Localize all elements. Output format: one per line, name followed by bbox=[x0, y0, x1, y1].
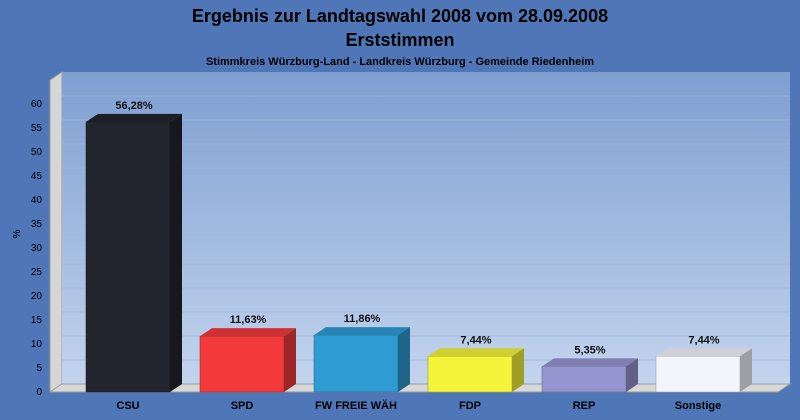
y-tick-label: 45 bbox=[31, 171, 43, 182]
x-tick-label: REP bbox=[573, 400, 596, 412]
y-tick-label: 5 bbox=[36, 363, 42, 374]
x-tick-label: SPD bbox=[231, 400, 254, 412]
bar-front bbox=[199, 335, 285, 393]
x-tick-label: FDP bbox=[459, 400, 481, 412]
chart-title: Ergebnis zur Landtagswahl 2008 vom 28.09… bbox=[192, 6, 608, 26]
bar-fdp: 7,44% bbox=[427, 334, 524, 393]
bar-front bbox=[313, 334, 399, 393]
bar-front bbox=[541, 366, 627, 393]
bar-front bbox=[427, 356, 513, 393]
data-label: 7,44% bbox=[460, 334, 491, 346]
bar-front bbox=[655, 356, 741, 393]
bar-top bbox=[86, 113, 182, 122]
bar-side bbox=[398, 327, 410, 392]
y-tick-label: 35 bbox=[31, 219, 43, 230]
category-labels: CSU SPD FW FREIE WÄH FDP REP Sonstige bbox=[116, 399, 721, 412]
data-label: 11,63% bbox=[230, 314, 267, 326]
data-label: 7,44% bbox=[688, 334, 719, 346]
y-tick-label: 55 bbox=[31, 123, 43, 134]
data-label: 5,35% bbox=[574, 344, 605, 356]
y-tick-label: 10 bbox=[31, 339, 43, 350]
bar-front bbox=[85, 121, 171, 393]
x-tick-label: FW FREIE WÄH bbox=[315, 399, 397, 412]
y-axis-label: % bbox=[12, 229, 23, 238]
grid-lines bbox=[62, 95, 790, 361]
data-label: 56,28% bbox=[115, 100, 153, 112]
bar-fw-freie-w-h: 11,86% bbox=[313, 313, 410, 393]
bar-spd: 11,63% bbox=[199, 314, 296, 393]
y-tick-label: 15 bbox=[31, 315, 43, 326]
y-tick-label: 25 bbox=[31, 267, 43, 278]
y-tick-label: 50 bbox=[31, 147, 43, 158]
chart-title-line2: Erststimmen bbox=[345, 30, 454, 50]
bar-sonstige: 7,44% bbox=[655, 334, 752, 393]
bar-side bbox=[170, 113, 182, 392]
bar-side bbox=[740, 348, 752, 392]
chart-subtitle: Stimmkreis Würzburg-Land - Landkreis Wür… bbox=[206, 56, 594, 68]
bar-rep: 5,35% bbox=[541, 344, 638, 393]
bar-top bbox=[542, 358, 638, 367]
y-tick-label: 30 bbox=[31, 243, 43, 254]
bar-side bbox=[512, 348, 524, 392]
bar-top bbox=[314, 327, 410, 336]
x-tick-label: CSU bbox=[116, 400, 139, 412]
bar-csu: 56,28% bbox=[85, 100, 182, 393]
y-tick-label: 60 bbox=[31, 99, 43, 110]
bar-top bbox=[656, 348, 752, 357]
plot-back-wall bbox=[62, 72, 790, 384]
y-tick-label: 0 bbox=[36, 387, 42, 398]
plot-side-wall bbox=[49, 71, 63, 393]
bar-side bbox=[284, 328, 296, 392]
bar-side bbox=[626, 358, 638, 392]
x-tick-label: Sonstige bbox=[675, 400, 721, 412]
data-label: 11,86% bbox=[344, 313, 381, 325]
bar-top bbox=[200, 328, 296, 337]
y-tick-label: 40 bbox=[31, 195, 43, 206]
bar-top bbox=[428, 348, 524, 357]
y-tick-label: 20 bbox=[31, 291, 43, 302]
y-axis: 0 5 10 15 20 25 30 35 40 45 50 55 60 bbox=[31, 99, 43, 398]
bars: 56,28% 11,63% 11,86% 7,44% 5,35% 7,44% bbox=[85, 100, 752, 393]
